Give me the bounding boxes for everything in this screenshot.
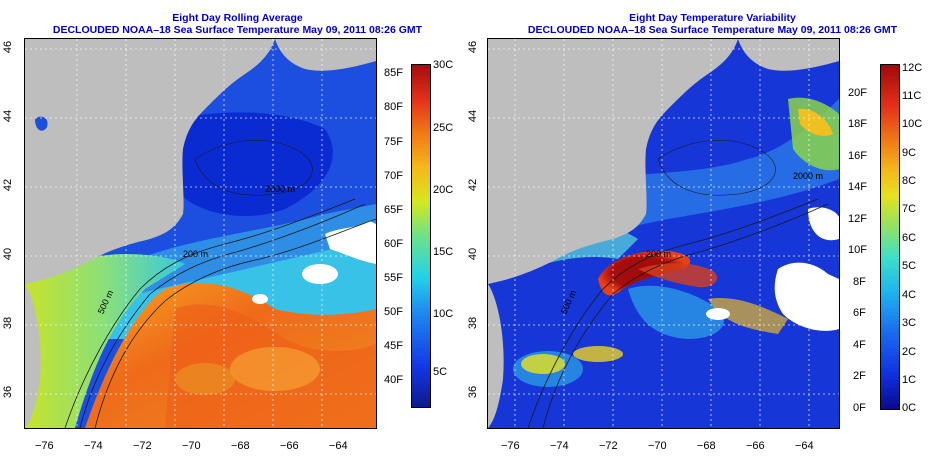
colorbar-c-label: 0C: [902, 402, 917, 414]
colorbar-c-label: 4C: [902, 289, 917, 301]
y-tick: 38: [467, 316, 480, 330]
colorbar-c-label: 8C: [902, 175, 917, 187]
y-tick: 42: [467, 178, 480, 192]
y-tick: 42: [2, 178, 15, 192]
colorbar-c-label: 3C: [902, 317, 917, 329]
colorbar-f-label: 10F: [848, 244, 867, 256]
panel-title: Eight Day Rolling Average: [172, 12, 303, 24]
x-tick: −68: [231, 440, 250, 452]
y-tick: 36: [467, 385, 480, 399]
variability-colorbar: [880, 64, 900, 410]
land-mass: [25, 39, 275, 284]
contour-label-200: 200 m: [183, 249, 209, 259]
y-tick: 46: [467, 40, 480, 54]
colorbar-c-label: 2C: [902, 346, 917, 358]
colorbar-c-label: 10C: [902, 118, 923, 130]
colorbar-f-label: 55F: [384, 272, 403, 284]
colorbar-c-label: 12C: [902, 62, 923, 74]
shelf-water: [25, 254, 185, 428]
colorbar-c-label: 15C: [433, 246, 454, 258]
colorbar-c-label: 10C: [433, 308, 454, 320]
colorbar-f-label: 80F: [384, 101, 403, 113]
colorbar-c-label: 5C: [433, 366, 448, 378]
colorbar-f-label: 4F: [853, 339, 866, 351]
colorbar-c-label: 11C: [902, 90, 922, 102]
sst-variability-map: 500 m 200 m 2000 m: [487, 38, 840, 429]
colorbar-c-label: 1C: [902, 374, 917, 386]
x-tick: −74: [84, 440, 103, 452]
x-tick: −68: [697, 440, 716, 452]
y-tick: 40: [467, 247, 480, 261]
temperature-colorbar: [411, 64, 431, 408]
y-tick: 38: [2, 316, 15, 330]
colorbar-f-label: 50F: [384, 306, 403, 318]
panel-title: Eight Day Temperature Variability: [629, 12, 796, 24]
colorbar-f-label: 65F: [384, 204, 403, 216]
colorbar-c-label: 20C: [433, 184, 454, 196]
x-tick: −64: [329, 440, 348, 452]
contour-label-2000: 2000 m: [793, 171, 824, 181]
colorbar-f-label: 16F: [848, 150, 867, 162]
sst-average-map: 500 m 200 m 2000 m: [24, 38, 377, 429]
colorbar-f-label: 2F: [853, 370, 866, 382]
colorbar-f-label: 6F: [853, 307, 866, 319]
colorbar-f-label: 40F: [384, 374, 403, 386]
colorbar-c-label: 9C: [902, 147, 917, 159]
panel-subtitle: DECLOUDED NOAA–18 Sea Surface Temperatur…: [52, 24, 423, 36]
x-tick: −70: [648, 440, 667, 452]
colorbar-f-label: 8F: [853, 276, 866, 288]
colorbar-f-label: 20F: [848, 87, 867, 99]
x-tick: −66: [280, 440, 299, 452]
y-tick: 36: [2, 385, 15, 399]
colorbar-f-label: 75F: [384, 136, 403, 148]
x-tick: −64: [795, 440, 814, 452]
colorbar-c-label: 5C: [902, 260, 917, 272]
x-tick: −76: [501, 440, 520, 452]
contour-label-200: 200 m: [646, 249, 672, 259]
colorbar-f-label: 0F: [853, 402, 866, 414]
colorbar-f-label: 45F: [384, 340, 403, 352]
y-tick: 46: [2, 40, 15, 54]
colorbar-f-label: 14F: [848, 181, 867, 193]
colorbar-f-label: 85F: [384, 67, 403, 79]
colorbar-c-label: 6C: [902, 232, 917, 244]
x-tick: −70: [182, 440, 201, 452]
contour-label-2000: 2000 m: [265, 184, 296, 194]
x-tick: −72: [133, 440, 152, 452]
x-tick: −76: [35, 440, 54, 452]
y-tick: 44: [467, 109, 480, 123]
y-tick: 44: [2, 109, 15, 123]
colorbar-f-label: 60F: [384, 238, 403, 250]
colorbar-c-label: 7C: [902, 203, 917, 215]
x-tick: −66: [746, 440, 765, 452]
panel-subtitle: DECLOUDED NOAA–18 Sea Surface Temperatur…: [527, 24, 898, 36]
colorbar-f-label: 70F: [384, 170, 403, 182]
x-tick: −72: [599, 440, 618, 452]
colorbar-f-label: 12F: [848, 213, 867, 225]
sst-average-panel: Eight Day Rolling Average DECLOUDED NOAA…: [2, 12, 454, 452]
colorbar-f-label: 18F: [848, 118, 867, 130]
sst-variability-panel: Eight Day Temperature Variability DECLOU…: [467, 0, 950, 475]
colorbar-c-label: 25C: [433, 122, 454, 134]
colorbar-c-label: 30C: [433, 59, 454, 71]
land-mass: [488, 39, 738, 284]
x-tick: −74: [550, 440, 569, 452]
y-tick: 40: [2, 247, 15, 261]
